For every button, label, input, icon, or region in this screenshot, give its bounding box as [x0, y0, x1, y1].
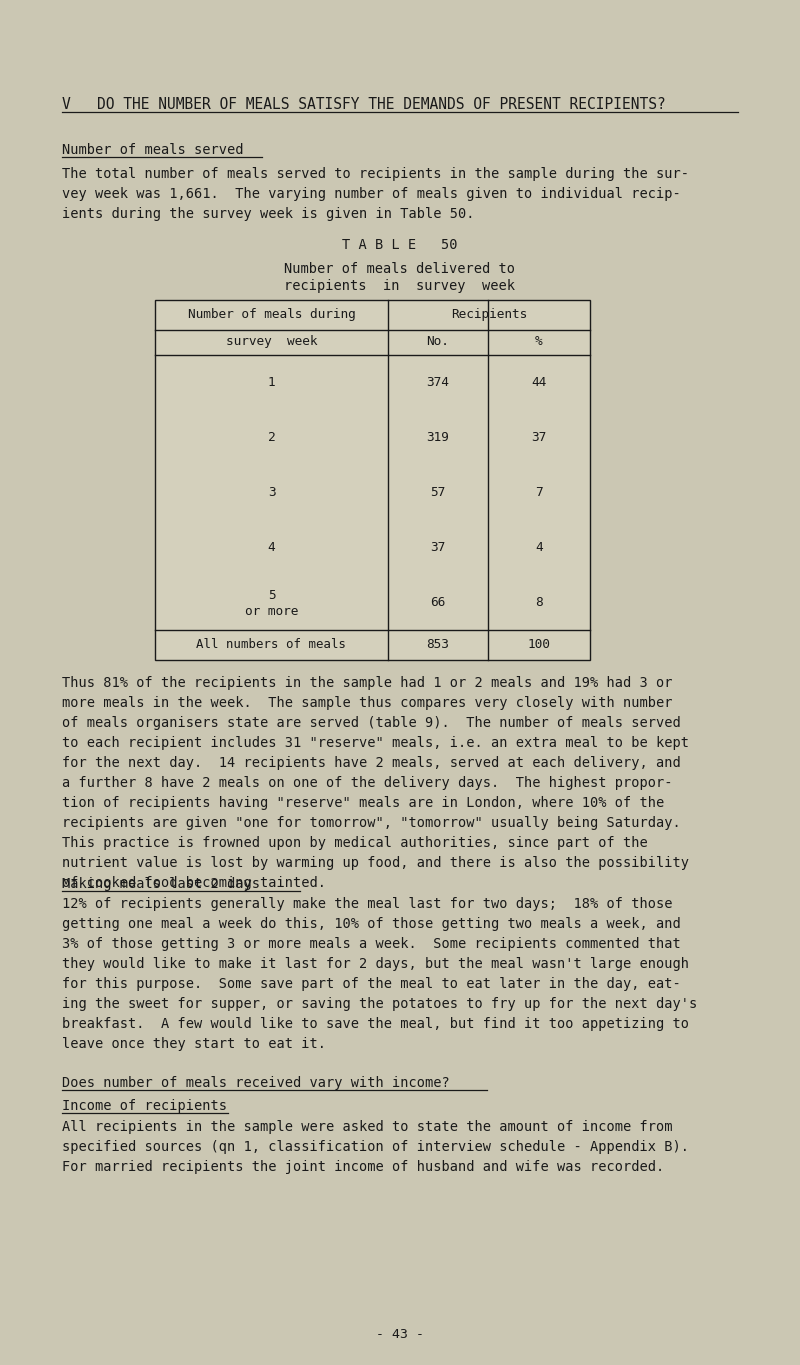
Text: 100: 100 — [527, 639, 550, 651]
Text: 2: 2 — [268, 431, 275, 444]
Text: 5: 5 — [268, 590, 275, 602]
Text: Income of recipients: Income of recipients — [62, 1099, 227, 1112]
Text: %: % — [535, 334, 543, 348]
Text: All recipients in the sample were asked to state the amount of income from
speci: All recipients in the sample were asked … — [62, 1121, 689, 1174]
Text: Number of meals delivered to: Number of meals delivered to — [285, 262, 515, 276]
Text: 57: 57 — [430, 486, 446, 500]
Bar — [155, 300, 590, 661]
Text: 7: 7 — [535, 486, 543, 500]
Text: 853: 853 — [426, 639, 450, 651]
Text: 3: 3 — [268, 486, 275, 500]
Text: 44: 44 — [531, 375, 546, 389]
Text: Recipients: Recipients — [451, 308, 527, 321]
Text: No.: No. — [426, 334, 450, 348]
Text: V   DO THE NUMBER OF MEALS SATISFY THE DEMANDS OF PRESENT RECIPIENTS?: V DO THE NUMBER OF MEALS SATISFY THE DEM… — [62, 97, 666, 112]
Text: Making meals last 2 days: Making meals last 2 days — [62, 876, 260, 891]
Text: 8: 8 — [535, 597, 543, 609]
Text: - 43 -: - 43 - — [376, 1328, 424, 1340]
Text: T A B L E   50: T A B L E 50 — [342, 238, 458, 253]
Text: 12% of recipients generally make the meal last for two days;  18% of those
getti: 12% of recipients generally make the mea… — [62, 897, 698, 1051]
Text: Does number of meals received vary with income?: Does number of meals received vary with … — [62, 1076, 450, 1091]
Text: Number of meals during: Number of meals during — [188, 308, 355, 321]
Bar — [155, 300, 590, 661]
Text: or more: or more — [245, 605, 298, 618]
Text: 4: 4 — [268, 541, 275, 554]
Text: 37: 37 — [430, 541, 446, 554]
Text: The total number of meals served to recipients in the sample during the sur-
vey: The total number of meals served to reci… — [62, 167, 689, 221]
Text: Number of meals served: Number of meals served — [62, 143, 243, 157]
Text: 1: 1 — [268, 375, 275, 389]
Text: 66: 66 — [430, 597, 446, 609]
Text: 374: 374 — [426, 375, 450, 389]
Text: 4: 4 — [535, 541, 543, 554]
Text: recipients  in  survey  week: recipients in survey week — [285, 278, 515, 293]
Text: 37: 37 — [531, 431, 546, 444]
Text: All numbers of meals: All numbers of meals — [197, 639, 346, 651]
Text: survey  week: survey week — [226, 334, 318, 348]
Text: 319: 319 — [426, 431, 450, 444]
Text: Thus 81% of the recipients in the sample had 1 or 2 meals and 19% had 3 or
more : Thus 81% of the recipients in the sample… — [62, 676, 689, 890]
